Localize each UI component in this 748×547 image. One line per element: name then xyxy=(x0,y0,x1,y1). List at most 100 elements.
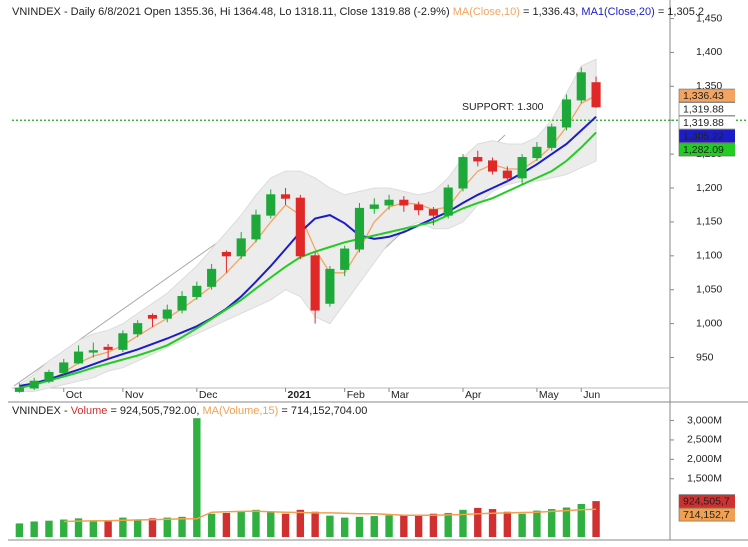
title-part: VNINDEX - Daily 6/8/2021 Open 1355.36, H… xyxy=(12,6,453,18)
title-part: MA(Volume,15) xyxy=(203,405,279,417)
y-tick-label: 1,500M xyxy=(687,473,722,485)
y-tick-label: 1,100 xyxy=(696,250,722,262)
candle-body xyxy=(369,204,379,209)
value-box xyxy=(678,507,735,522)
candle-body xyxy=(443,187,453,216)
volume-bar xyxy=(252,509,260,537)
candle-body xyxy=(29,380,39,389)
candle-body xyxy=(517,157,527,179)
main-layer: VNINDEX - Daily 6/8/2021 Open 1355.36, H… xyxy=(12,6,748,537)
x-tick-label: May xyxy=(539,389,560,401)
volume-bar xyxy=(311,511,319,537)
title-part: VNINDEX - xyxy=(12,405,71,417)
volume-bar xyxy=(119,517,127,537)
volume-bar xyxy=(488,509,497,537)
volume-bar xyxy=(592,501,600,537)
candle-body xyxy=(162,309,172,319)
candle-body xyxy=(428,209,438,216)
x-tick-label: 2021 xyxy=(288,389,312,401)
chart-title: VNINDEX - Volume = 924,505,792.00, MA(Vo… xyxy=(12,405,367,417)
value-box xyxy=(678,129,735,143)
candle-body xyxy=(325,268,335,304)
volume-bar xyxy=(562,507,571,537)
volume-bar xyxy=(400,514,408,537)
ma-line xyxy=(19,131,597,389)
y-tick-label: 3,000M xyxy=(687,414,722,426)
candle-body xyxy=(414,204,424,211)
volume-bar xyxy=(459,509,467,537)
value-box-label: 924,505,7 xyxy=(683,495,730,507)
candle-body xyxy=(73,351,84,364)
y-tick-label: 950 xyxy=(696,351,714,363)
volume-bar xyxy=(178,516,186,537)
value-box-label: 714,152,7 xyxy=(683,509,730,521)
candle-body xyxy=(266,194,276,216)
title-part: = 924,505,792.00, xyxy=(107,405,202,417)
candle-body xyxy=(561,99,572,128)
candle-body xyxy=(147,314,158,319)
y-tick-label: 1,050 xyxy=(696,283,722,295)
volume-bar xyxy=(548,509,556,537)
x-tick-label: Apr xyxy=(465,389,482,401)
candle-body xyxy=(221,251,231,257)
y-tick-label: 1,450 xyxy=(696,12,722,24)
volume-bar xyxy=(355,516,364,537)
y-tick-label: 2,000M xyxy=(687,453,722,465)
candle-body xyxy=(502,170,512,179)
volume-bar xyxy=(503,511,512,537)
volume-bar xyxy=(193,418,201,537)
value-box-label: 1,319.88 xyxy=(683,103,724,115)
volume-bar xyxy=(267,511,275,537)
title-part: Volume xyxy=(71,405,108,417)
value-box-label: 1,282.09 xyxy=(683,144,724,156)
candle-body xyxy=(118,333,128,350)
title-part: MA(Close,10) xyxy=(453,6,520,18)
chart-title: VNINDEX - Daily 6/8/2021 Open 1355.36, H… xyxy=(12,6,704,18)
x-tick-label: Dec xyxy=(199,389,218,401)
volume-bar xyxy=(89,520,98,537)
volume-bar xyxy=(30,521,38,537)
candle-body xyxy=(384,199,394,206)
title-part: MA1(Close,20) xyxy=(581,6,654,18)
volume-bar xyxy=(577,504,585,537)
candle-body xyxy=(88,350,98,353)
candle-body xyxy=(576,72,586,101)
ma-line xyxy=(19,115,597,387)
volume-bar xyxy=(104,521,112,537)
y-tick-label: 1,000 xyxy=(696,317,722,329)
volume-bar xyxy=(414,515,423,537)
candle-body xyxy=(207,268,217,287)
value-box xyxy=(678,142,735,157)
candle-body xyxy=(103,346,113,350)
value-box xyxy=(678,115,735,130)
volume-bar xyxy=(341,517,349,537)
x-tick-label: Nov xyxy=(125,389,144,401)
volume-bar xyxy=(133,519,142,537)
candle-body xyxy=(340,248,350,270)
volume-bar xyxy=(222,512,231,537)
volume-bar xyxy=(281,513,290,537)
volume-bar xyxy=(163,517,171,537)
value-box-label: 1,305.22 xyxy=(683,130,724,142)
candle-body xyxy=(354,207,365,250)
volume-ma-line xyxy=(63,508,597,523)
candle-body xyxy=(236,238,246,257)
ma-line xyxy=(48,94,597,382)
y-tick-label: 1,150 xyxy=(696,216,722,228)
value-box xyxy=(678,88,735,103)
candle-body xyxy=(532,146,542,159)
candle-body xyxy=(399,199,409,206)
candle-body xyxy=(251,214,261,240)
support-label: SUPPORT: 1.300 xyxy=(462,101,544,113)
volume-bar xyxy=(518,513,526,537)
candle-body xyxy=(280,194,291,199)
volume-bar xyxy=(370,516,378,537)
value-box-label: 1,319.88 xyxy=(683,117,724,129)
value-box-label: 1,336.43 xyxy=(683,90,724,102)
x-tick-label: Feb xyxy=(347,389,365,401)
candle-body xyxy=(310,255,320,311)
title-part: = 714,152,704.00 xyxy=(278,405,367,417)
volume-bar xyxy=(444,512,452,537)
candle-body xyxy=(547,126,557,148)
